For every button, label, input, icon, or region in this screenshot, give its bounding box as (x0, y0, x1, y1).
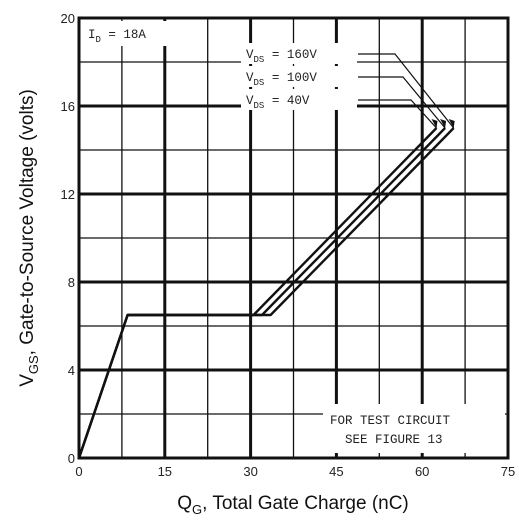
series-label: VDS = 40V (246, 94, 310, 111)
x-tick-label: 45 (329, 464, 343, 479)
plot-frame (77, 16, 510, 460)
leader-line (358, 53, 455, 129)
y-tick-label: 20 (61, 11, 75, 26)
series-label: VDS = 100V (246, 71, 317, 88)
x-tick-label: 30 (243, 464, 257, 479)
x-tick-label: 75 (501, 464, 515, 479)
note-line-2: SEE FIGURE 13 (345, 433, 443, 447)
y-tick-label: 16 (61, 99, 75, 114)
x-tick-label: 15 (158, 464, 172, 479)
note-line-1: FOR TEST CIRCUIT (330, 414, 451, 428)
current-label: ID = 18A (88, 28, 146, 45)
series-lines (77, 127, 455, 459)
series-labels: VDS = 160V VDS = 100V VDS = 40V (241, 43, 455, 129)
current-label-box (82, 21, 178, 46)
series-label-box (241, 43, 357, 64)
y-tick-label: 8 (68, 275, 75, 290)
x-tick-labels: 0 15 30 45 60 75 (75, 464, 515, 479)
leader-line (358, 76, 446, 129)
leader-arrowhead (448, 119, 455, 128)
y-tick-label: 12 (61, 187, 75, 202)
series-line (77, 127, 455, 459)
leader-line (358, 99, 437, 129)
y-tick-label: 0 (68, 451, 75, 466)
leader-arrowhead (431, 119, 438, 128)
series-label: VDS = 160V (246, 48, 317, 65)
note-box (323, 404, 505, 453)
x-tick-label: 0 (75, 464, 82, 479)
y-axis-title: VGS, Gate-to-Source Voltage (volts) (17, 89, 41, 387)
y-tick-labels: 0 4 8 12 16 20 (61, 11, 75, 466)
series-label-box (241, 89, 357, 110)
series-label-box (241, 66, 357, 87)
x-axis-title: QG, Total Gate Charge (nC) (177, 493, 409, 517)
leader-arrowhead (440, 119, 447, 128)
x-tick-label: 60 (415, 464, 429, 479)
y-tick-label: 4 (68, 363, 75, 378)
